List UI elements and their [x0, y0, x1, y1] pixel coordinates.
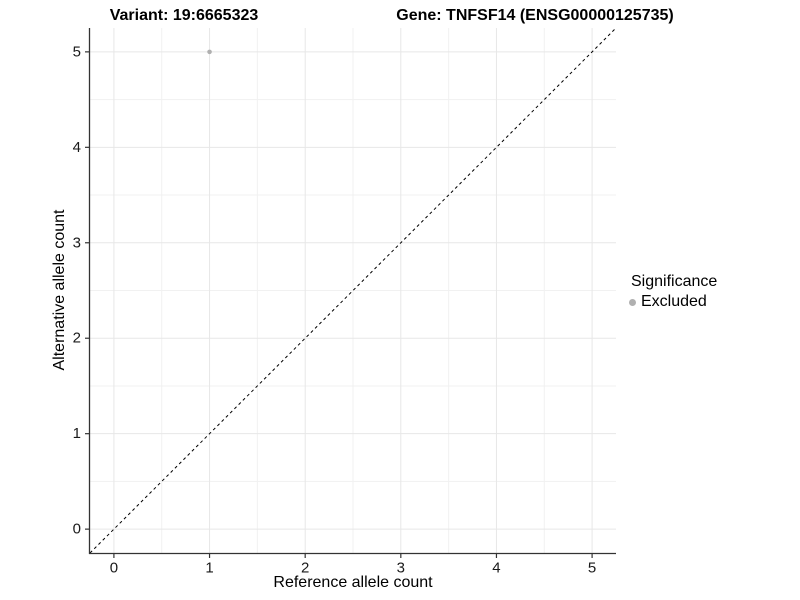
y-tick-label: 0: [73, 521, 81, 538]
legend-entry-label: Excluded: [641, 293, 707, 310]
x-tick-label: 2: [301, 559, 309, 576]
y-tick-label: 3: [73, 234, 81, 251]
legend-entry-excluded: Excluded: [629, 293, 717, 311]
y-tick-label: 2: [73, 330, 81, 347]
x-tick-label: 1: [205, 559, 213, 576]
data-point: [207, 49, 212, 55]
x-tick-label: 0: [110, 559, 118, 576]
gene-title: Gene: TNFSF14 (ENSG00000125735): [396, 7, 674, 24]
y-tick-label: 1: [73, 425, 81, 442]
y-tick-label: 4: [73, 139, 81, 156]
y-tick-label: 5: [73, 43, 81, 60]
legend: Significance Excluded: [629, 272, 717, 311]
x-tick-label: 5: [588, 559, 596, 576]
legend-title: Significance: [631, 273, 718, 290]
x-tick-label: 3: [397, 559, 405, 576]
variant-title: Variant: 19:6665323: [109, 7, 259, 24]
x-axis-title: Reference allele count: [273, 574, 433, 591]
y-axis-title: Alternative allele count: [51, 209, 68, 371]
x-tick-label: 4: [492, 559, 500, 576]
excluded-point-swatch: [629, 298, 636, 306]
identity-reference-line: [89, 27, 617, 554]
